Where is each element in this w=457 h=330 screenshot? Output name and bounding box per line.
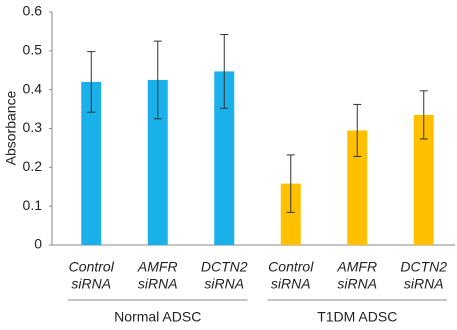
group-label: Normal ADSC [114, 309, 201, 325]
y-tick-label: 0.3 [23, 119, 43, 135]
x-tick-label: DCTN2 [201, 259, 248, 275]
y-tick-label: 0.6 [23, 3, 43, 19]
x-tick-label: siRNA [204, 276, 244, 292]
x-tick-label: Control [69, 259, 115, 275]
x-tick-label: siRNA [404, 276, 444, 292]
x-tick-label: AMFR [336, 259, 377, 275]
x-tick-label: siRNA [337, 276, 377, 292]
y-tick-label: 0.2 [23, 158, 43, 174]
group-label: T1DM ADSC [317, 309, 397, 325]
x-tick-label: siRNA [71, 276, 111, 292]
y-tick-label: 0 [34, 236, 42, 252]
bar [147, 79, 168, 245]
bar [347, 130, 368, 245]
x-tick-label: siRNA [138, 276, 178, 292]
x-tick-label: AMFR [137, 259, 178, 275]
y-tick-label: 0.4 [23, 80, 43, 96]
y-axis-label: Absorbance [3, 90, 19, 165]
y-tick-label: 0.5 [23, 42, 43, 58]
y-tick-label: 0.1 [23, 197, 43, 213]
x-tick-label: DCTN2 [400, 259, 447, 275]
x-tick-label: Control [268, 259, 314, 275]
bar [81, 81, 102, 246]
bar [413, 114, 434, 246]
x-tick-label: siRNA [271, 276, 311, 292]
bar [214, 71, 235, 245]
bar [280, 183, 301, 245]
